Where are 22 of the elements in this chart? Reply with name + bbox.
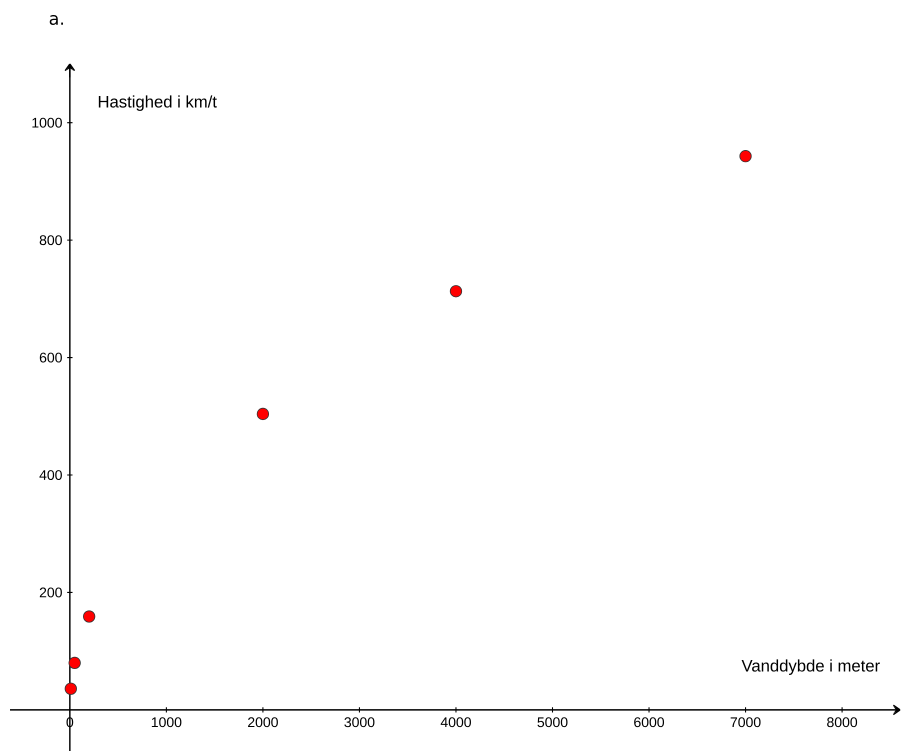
point: [64, 682, 77, 695]
chart-title: a.: [50, 15, 63, 25]
point: [68, 656, 81, 670]
x-tick-label: 2000: [248, 717, 278, 728]
y-tick-label: 400: [39, 470, 62, 480]
x-tick-label: 4000: [440, 717, 471, 728]
point: [739, 150, 752, 162]
y-tick-label: 1000: [32, 118, 62, 128]
x-tick-label: 8000: [827, 717, 858, 728]
point: [256, 408, 270, 420]
x-tick-label: 1000: [152, 717, 182, 728]
point: [450, 285, 462, 298]
x-tick-label: 3000: [344, 717, 374, 728]
y-tick-label: 200: [40, 588, 62, 598]
x-axis-title: Vanddybde i meter: [742, 659, 880, 675]
x-tick-label: 7000: [730, 717, 761, 728]
y-axis-title: Hastighed i km/t: [98, 95, 217, 111]
x-tick-label: 5000: [537, 717, 568, 728]
point: [83, 610, 96, 623]
y-tick-label: 600: [40, 352, 62, 363]
y-tick-label: 800: [40, 235, 62, 246]
x-tick-label: 6000: [634, 717, 664, 728]
